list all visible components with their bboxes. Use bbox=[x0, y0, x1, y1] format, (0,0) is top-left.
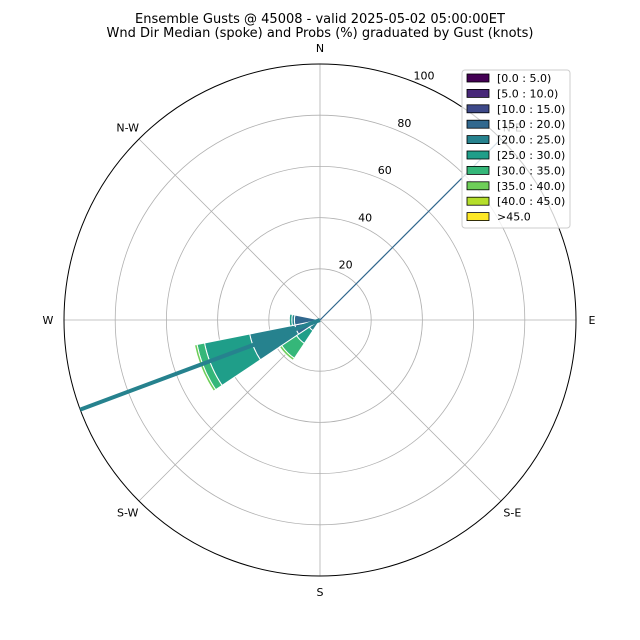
direction-label-S: S bbox=[317, 586, 324, 599]
legend-swatch-9 bbox=[466, 212, 490, 222]
direction-label-S-E: S-E bbox=[503, 506, 521, 519]
legend-swatch-7 bbox=[466, 181, 490, 191]
direction-label-S-W: S-W bbox=[117, 506, 139, 519]
sector-0-bin-7 bbox=[193, 343, 217, 392]
legend-swatch-6 bbox=[466, 165, 490, 175]
legend-label-3: [15.0 : 20.0) bbox=[497, 118, 565, 131]
radial-tick-20: 20 bbox=[339, 259, 353, 272]
legend-swatch-8 bbox=[466, 196, 490, 206]
radial-tick-60: 60 bbox=[378, 164, 392, 177]
legend-label-2: [10.0 : 15.0) bbox=[497, 103, 565, 116]
legend-swatch-3 bbox=[466, 119, 490, 129]
legend-label-0: [0.0 : 5.0) bbox=[497, 72, 551, 85]
chart-title: Ensemble Gusts @ 45008 - valid 2025-05-0… bbox=[135, 12, 505, 27]
legend-label-9: >45.0 bbox=[497, 211, 531, 224]
radial-tick-40: 40 bbox=[358, 211, 372, 224]
legend-label-8: [40.0 : 45.0) bbox=[497, 195, 565, 208]
legend-label-5: [25.0 : 30.0) bbox=[497, 149, 565, 162]
radial-tick-100: 100 bbox=[413, 69, 434, 82]
legend-swatch-0 bbox=[466, 73, 490, 83]
direction-label-N: N bbox=[316, 42, 324, 55]
legend-swatch-2 bbox=[466, 104, 490, 114]
sector-2-bin-7 bbox=[278, 344, 296, 362]
polar-frame bbox=[63, 63, 577, 577]
legend-label-1: [5.0 : 10.0) bbox=[497, 87, 558, 100]
direction-label-E: E bbox=[589, 314, 596, 327]
grid-spoke-315 bbox=[138, 138, 321, 321]
legend: [0.0 : 5.0) [5.0 : 10.0) [10.0 : 15.0) [15.… bbox=[461, 69, 571, 229]
legend-swatch-4 bbox=[466, 135, 490, 145]
grid-spoke-135 bbox=[319, 319, 502, 502]
median-spoke-0 bbox=[79, 318, 321, 412]
legend-label-7: [35.0 : 40.0) bbox=[497, 180, 565, 193]
legend-label-6: [30.0 : 35.0) bbox=[497, 164, 565, 177]
chart-subtitle: Wnd Dir Median (spoke) and Probs (%) gra… bbox=[106, 26, 534, 41]
legend-label-4: [20.0 : 25.0) bbox=[497, 134, 565, 147]
sector-1-bin-5 bbox=[288, 313, 293, 327]
legend-swatch-1 bbox=[466, 89, 490, 98]
radial-tick-80: 80 bbox=[397, 117, 411, 130]
direction-label-N-W: N-W bbox=[116, 122, 139, 135]
median-spokes bbox=[79, 138, 502, 412]
direction-label-W: W bbox=[43, 314, 54, 327]
legend-swatch-5 bbox=[466, 150, 490, 160]
